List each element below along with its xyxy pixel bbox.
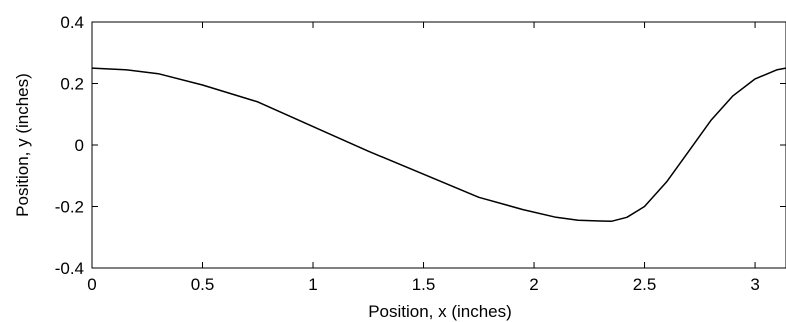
x-tick-label: 2	[529, 275, 538, 294]
x-axis-label: Position, x (inches)	[368, 302, 512, 321]
y-tick-label: 0.2	[60, 75, 84, 94]
y-tick-label: -0.2	[55, 198, 84, 217]
x-tick-label: 0	[87, 275, 96, 294]
x-tick-label: 3	[750, 275, 759, 294]
y-tick-label: 0	[75, 136, 84, 155]
x-tick-label: 1	[308, 275, 317, 294]
x-tick-label: 1.5	[412, 275, 436, 294]
y-tick-label: -0.4	[55, 259, 84, 278]
x-axis-ticks: 0 0.5 1 1.5 2 2.5 3	[87, 22, 760, 294]
x-tick-label: 0.5	[191, 275, 215, 294]
series-line	[91, 67, 786, 223]
y-axis-ticks: -0.4 -0.2 0 0.2 0.4	[55, 13, 786, 278]
y-tick-label: 0.4	[60, 13, 84, 32]
plot-frame	[91, 21, 786, 269]
x-tick-label: 2.5	[633, 275, 657, 294]
series-group	[91, 67, 786, 223]
y-axis-label: Position, y (inches)	[13, 73, 32, 217]
